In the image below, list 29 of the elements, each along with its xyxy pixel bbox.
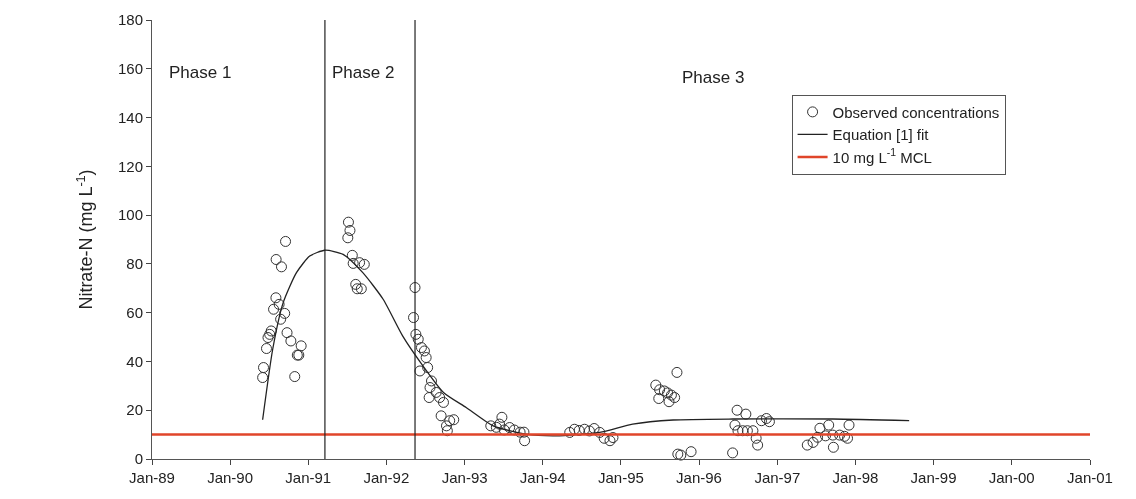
annotation: Phase 1 (169, 63, 232, 82)
x-tick-label: Jan-95 (597, 469, 644, 486)
x-tick-label: Jan-98 (832, 469, 879, 486)
y-tick-label: 20 (126, 401, 143, 419)
y-tick-label: 140 (117, 108, 143, 126)
y-tick-label: 0 (134, 450, 143, 468)
x-tick-label: Jan-91 (285, 469, 332, 486)
legend-label: Observed concentrations (832, 103, 1000, 121)
x-tick-label: Jan-89 (129, 469, 175, 486)
x-tick-label: Jan-92 (363, 469, 410, 486)
x-tick-label: Jan-96 (676, 469, 722, 486)
annotation: Phase 3 (682, 68, 745, 87)
x-tick-label: Jan-99 (910, 469, 957, 486)
legend-label: 10 mg L$^{-1}$ MCL (832, 146, 932, 166)
x-tick-label: Jan-93 (441, 469, 488, 486)
y-tick-label: 40 (126, 352, 143, 370)
y-tick-label: 60 (126, 303, 143, 321)
legend-label: Equation [1] fit (832, 126, 930, 144)
x-tick-label: Jan-01 (1067, 469, 1113, 486)
x-tick-label: Jan-97 (754, 469, 801, 486)
x-tick-label: Jan-90 (207, 469, 254, 486)
y-tick-label: 160 (117, 60, 143, 78)
y-tick-label: 180 (117, 11, 143, 29)
x-tick-label: Jan-00 (988, 469, 1035, 486)
y-tick-label: 100 (117, 206, 143, 224)
y-tick-label: 120 (117, 157, 143, 175)
annotation: Phase 2 (332, 63, 395, 82)
y-tick-label: 80 (126, 255, 143, 273)
x-tick-label: Jan-94 (519, 469, 566, 486)
